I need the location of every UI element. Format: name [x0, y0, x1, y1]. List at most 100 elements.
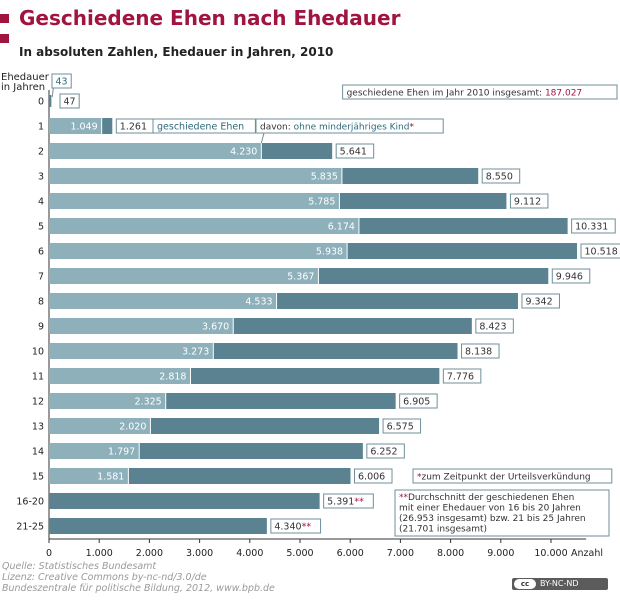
- bar-sub: [49, 418, 151, 434]
- total-value-label: 7.776: [447, 372, 474, 383]
- category-label: 8: [38, 297, 44, 308]
- total-value-box: [461, 343, 500, 359]
- category-label: 7: [38, 272, 44, 283]
- bar-sub-value-label: 6.174: [328, 222, 355, 233]
- chart-title: Geschiedene Ehen nach Ehedauer: [19, 6, 401, 30]
- cc-icon: cc: [514, 579, 536, 589]
- footnote-marker: *: [417, 473, 422, 483]
- x-tick-label: 5.000: [286, 548, 313, 559]
- callout-line: [260, 132, 265, 144]
- x-tick-label: 8.000: [437, 548, 464, 559]
- category-label: 6: [38, 247, 44, 258]
- bar-sub: [49, 118, 102, 134]
- total-value-label: 1.261: [120, 122, 147, 133]
- total-value-box: [323, 493, 374, 509]
- total-value-label: 6.252: [370, 447, 397, 458]
- x-tick-label: 2.000: [136, 548, 163, 559]
- bar-sub: [49, 143, 262, 159]
- total-value-label: 5.641: [340, 147, 367, 158]
- total-annotation-box: [342, 84, 618, 100]
- category-label: 9: [38, 322, 44, 333]
- bar-sub-value-label: 4.230: [230, 147, 257, 158]
- total-value-label: 8.423: [479, 322, 506, 333]
- bar-sub-value-label: 2.325: [135, 397, 162, 408]
- y-axis-label: Ehedauer: [1, 72, 50, 83]
- footnote2-text: Durchschnitt der geschiedenen Ehen: [408, 493, 574, 503]
- total-value-box: [551, 268, 591, 284]
- footnote1-label: *zum Zeitpunkt der Urteilsverkündung: [417, 473, 591, 483]
- bar-sub: [49, 168, 342, 184]
- x-tick-label: 1.000: [86, 548, 113, 559]
- total-value-label: 8.550: [486, 172, 513, 183]
- total-value-box: [59, 93, 80, 109]
- bar-sub: [49, 368, 191, 384]
- footnote1-text: zum Zeitpunkt der Urteilsverkündung: [422, 473, 591, 483]
- total-value-box: [270, 518, 322, 534]
- y-axis-label: in Jahren: [1, 82, 45, 93]
- bar-sub-value-label: 1.797: [108, 447, 135, 458]
- bar-sub-value-label: 3.670: [202, 322, 229, 333]
- legend-sub-name: ohne minderjähriges Kind: [294, 123, 410, 133]
- title-marker-icon: [0, 34, 9, 43]
- total-value-label: 8.138: [465, 347, 492, 358]
- footnote-marker: **: [354, 497, 364, 508]
- license-badge-label: BY-NC-ND: [540, 579, 579, 588]
- total-value-box: [481, 168, 521, 184]
- legend-sub-box: [255, 118, 444, 134]
- total-value-box: [354, 468, 393, 484]
- footnote2-box: [394, 489, 610, 537]
- bar-sub-value-label: 1.049: [70, 122, 97, 133]
- bar-total: [49, 95, 52, 107]
- x-tick-label: 4.000: [236, 548, 263, 559]
- total-value-label: 9.946: [556, 272, 583, 283]
- category-label: 16-20: [16, 497, 44, 508]
- x-tick-label: 9.000: [487, 548, 514, 559]
- footnote-marker: **: [399, 493, 409, 503]
- footnote2-line: (21.701 insgesamt): [399, 525, 487, 535]
- bar-sub-value-label: 5.938: [316, 247, 343, 258]
- bar-sub-value-label: 3.273: [182, 347, 209, 358]
- category-label: 2: [38, 147, 44, 158]
- total-value-label: 10.331: [575, 222, 608, 233]
- total-value-label: 6.575: [387, 422, 414, 433]
- total-value-label: 10.518: [585, 247, 618, 258]
- total-value-label: 5.391**: [327, 497, 364, 508]
- bar-sub-value-label: 2.020: [119, 422, 146, 433]
- total-value-label: 9.342: [525, 297, 552, 308]
- legend-total-label: geschiedene Ehen: [157, 122, 244, 133]
- bar-sub: [49, 218, 359, 234]
- total-annotation-value: 187.027: [545, 89, 582, 99]
- bar-sub: [49, 268, 319, 284]
- bar-sub-value-label: 1.581: [97, 472, 124, 483]
- x-tick-label: 3.000: [186, 548, 213, 559]
- total-annotation-label: geschiedene Ehen im Jahr 2010 insgesamt:…: [347, 89, 583, 99]
- footnote2-line: **Durchschnitt der geschiedenen Ehen: [399, 493, 574, 503]
- footnote2-text: mit einer Ehedauer von 16 bis 20 Jahren: [399, 504, 581, 514]
- publisher-line: Bundeszentrale für politische Bildung, 2…: [2, 583, 275, 594]
- bar-sub: [49, 243, 348, 259]
- total-value-label: 6.905: [403, 397, 430, 408]
- bar-total: [49, 493, 320, 509]
- total-value-box: [521, 293, 560, 309]
- total-value-label: 47: [64, 97, 76, 108]
- category-label: 4: [38, 197, 44, 208]
- bar-sub: [49, 343, 214, 359]
- total-value-label: 6.006: [358, 472, 385, 483]
- bar-sub-value-label: 5.367: [287, 272, 314, 283]
- category-label: 15: [32, 472, 44, 483]
- source-line: Quelle: Statistisches Bundesamt: [2, 561, 157, 572]
- legend-total-box: [152, 118, 256, 134]
- footnote2-text: (26.953 insgesamt) bzw. 21 bis 25 Jahren: [399, 514, 586, 524]
- bar-sub: [49, 193, 340, 209]
- bar-sub: [49, 318, 234, 334]
- bar-sub: [49, 468, 129, 484]
- legend-sub-label: davon: ohne minderjähriges Kind*: [260, 123, 414, 133]
- category-label: 12: [32, 397, 44, 408]
- category-label: 0: [38, 97, 44, 108]
- total-value-box: [580, 243, 620, 259]
- footnote1-box: [412, 468, 613, 484]
- total-value-box: [335, 143, 375, 159]
- total-value-box: [475, 318, 514, 334]
- bar-sub-value-label: 2.818: [159, 372, 186, 383]
- title-marker-icon: [0, 14, 9, 23]
